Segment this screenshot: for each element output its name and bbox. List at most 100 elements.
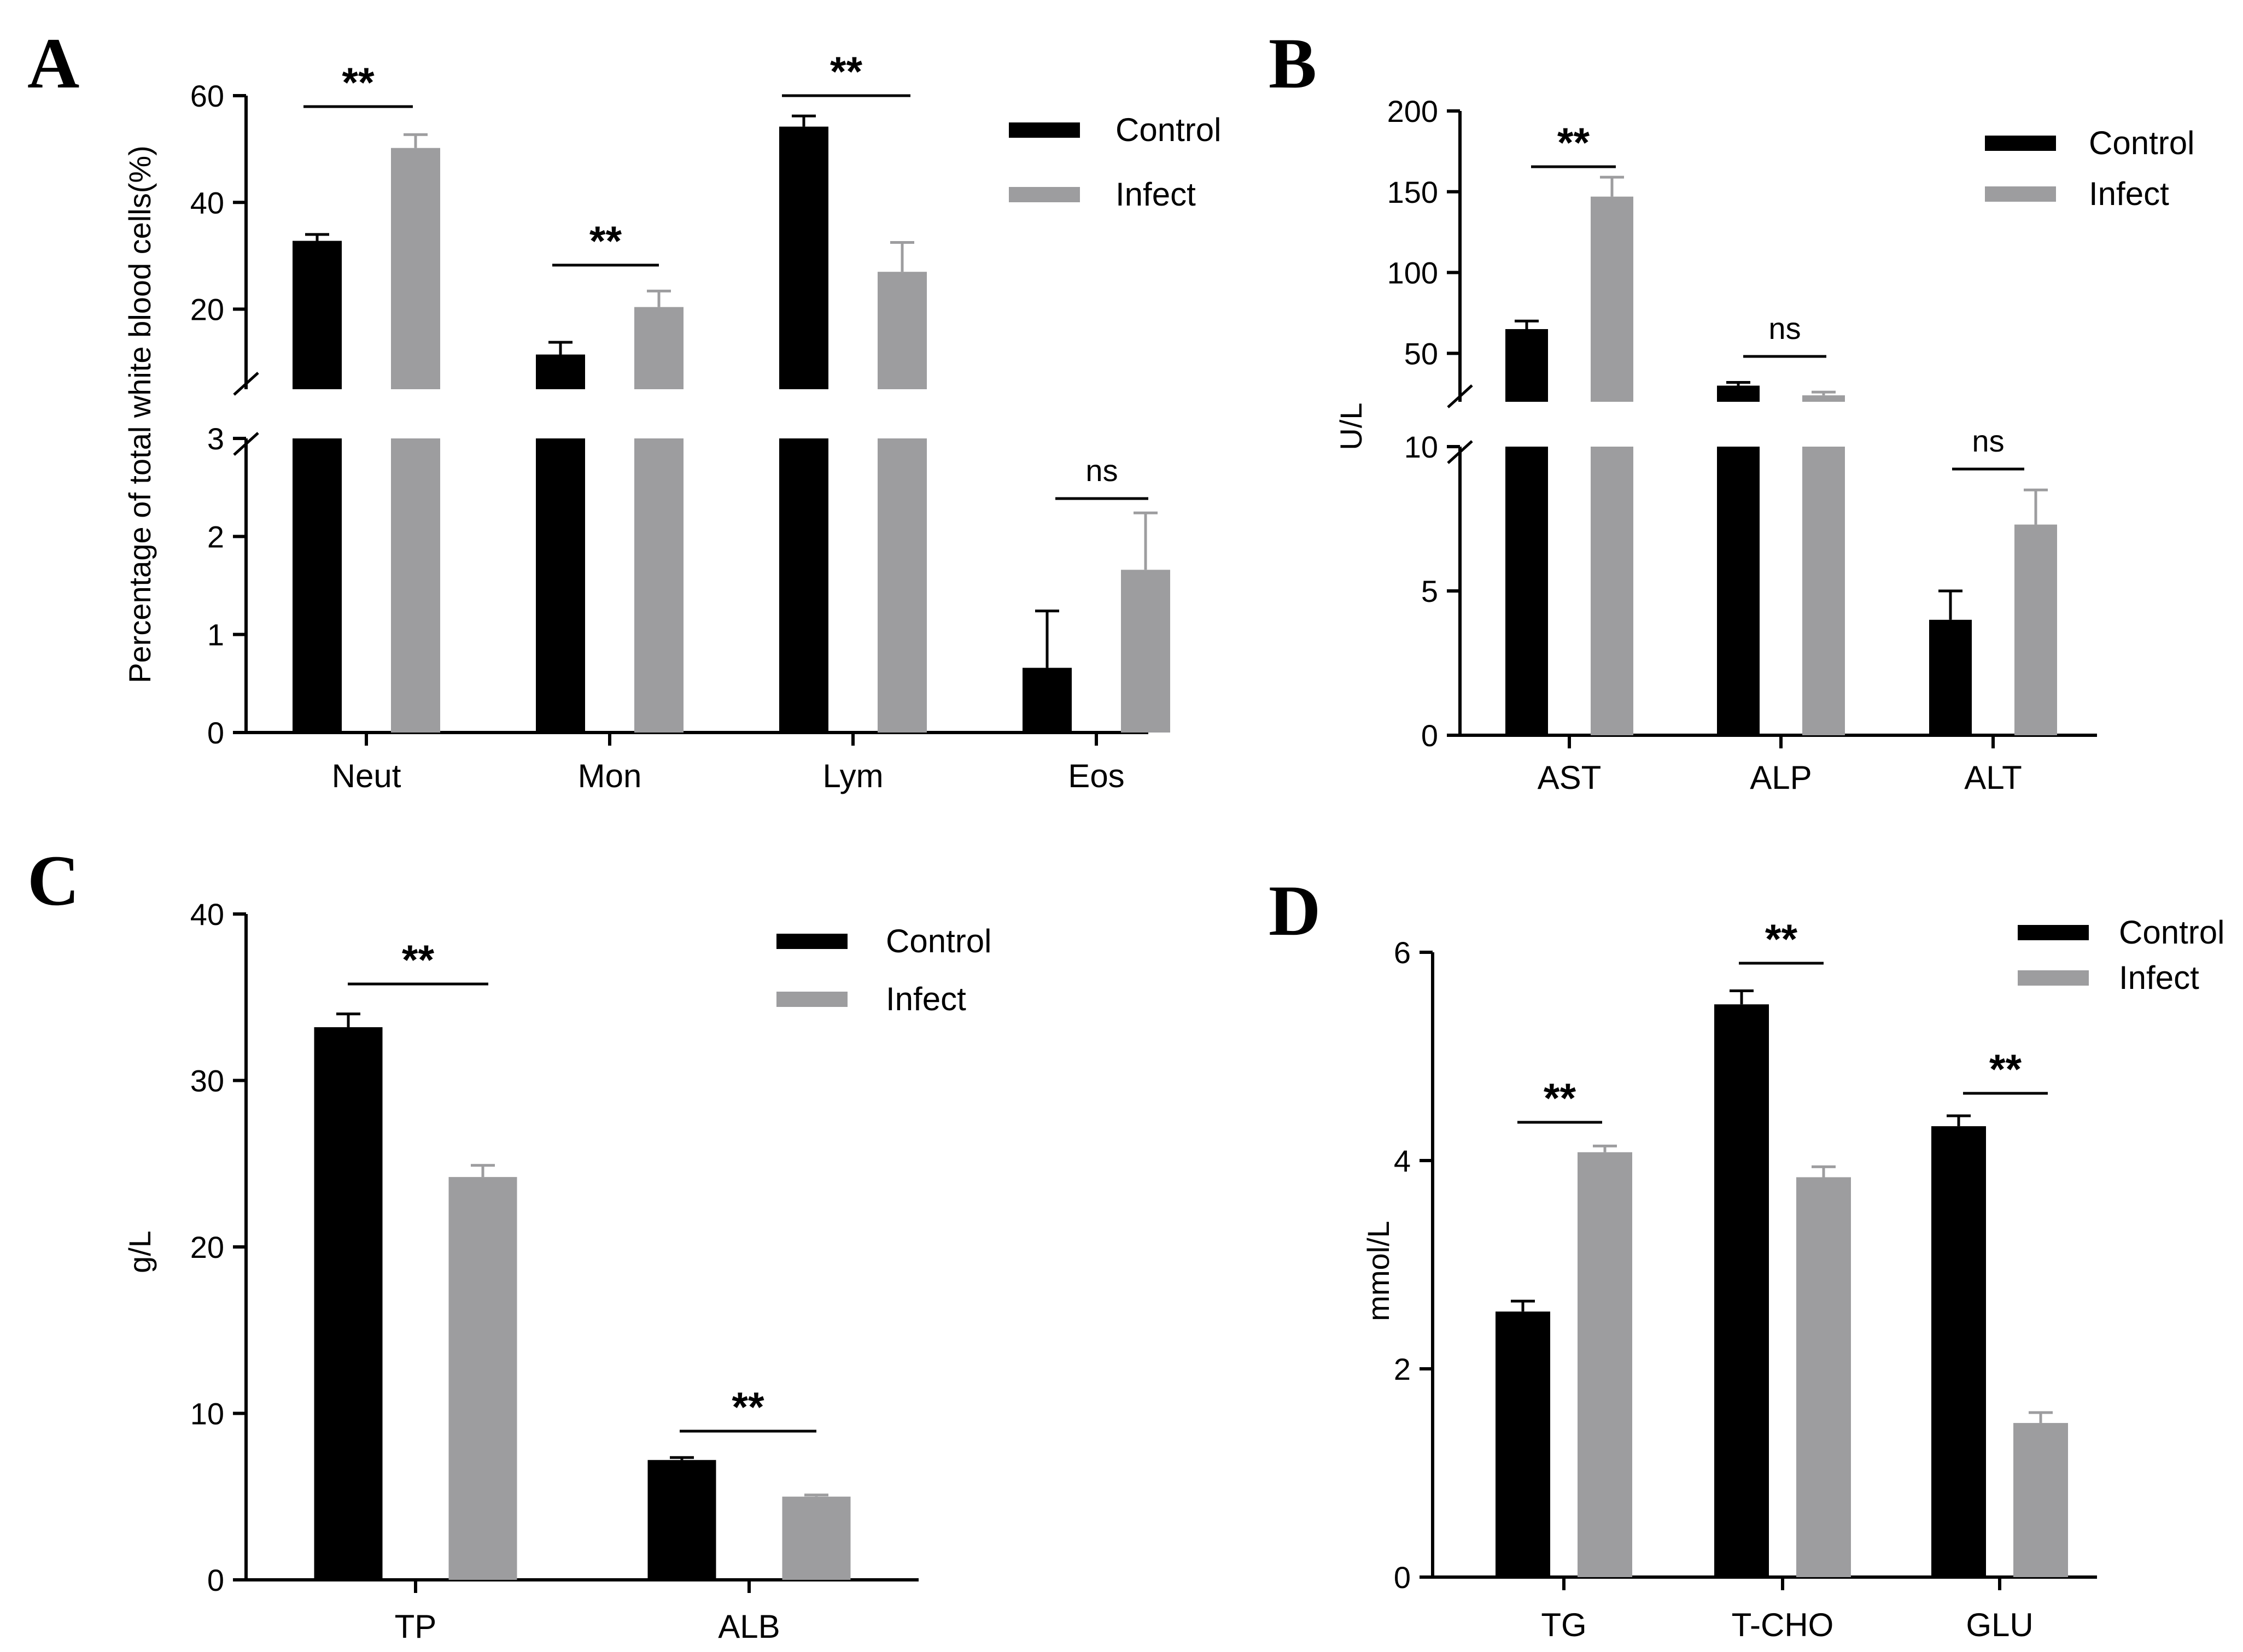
legend-label-control: Control [2119,914,2224,951]
bar-control-alp [1717,447,1760,735]
y-tick-label: 20 [190,292,224,327]
category-label-ast: AST [1538,759,1602,796]
category-label-glu: GLU [1966,1607,2033,1643]
panel-letter-b: B [1269,23,1317,103]
legend-label-infect: Infect [886,981,966,1017]
y-tick-label: 3 [207,421,224,456]
bar-control-lym [779,438,828,733]
y-tick-label: 10 [190,1397,224,1431]
legend-label-control: Control [2089,125,2194,161]
y-axis-label: U/L [1334,402,1368,450]
y-axis-label: Percentage of total white blood cells(%) [122,145,157,683]
bar-control-tg [1496,1311,1550,1577]
bar-control-alp [1717,385,1760,402]
significance-label: ns [1972,424,2004,458]
bar-infect-alt [2014,524,2057,735]
bar-control-ast [1505,329,1548,402]
y-tick-label: 50 [1404,336,1438,371]
category-label-eos: Eos [1068,758,1124,794]
bar-infect-neut [391,148,440,389]
y-tick-label: 30 [190,1064,224,1098]
bar-control-tp [314,1027,383,1580]
category-label-lym: Lym [822,758,883,794]
significance-label: ns [1085,453,1118,488]
panel-letter-c: C [27,840,79,921]
bar-control-mon [536,438,585,733]
axis-break-mark [233,432,259,456]
panel-a: 0 1 2 3 20 40 60 Percentage of total white bloo… [122,49,1221,794]
legend-label-infect: Infect [2089,175,2169,212]
y-axis-label: mmol/L [1361,1221,1395,1321]
significance-label: ** [1765,916,1798,963]
significance-label: ** [1989,1046,2022,1093]
legend-swatch-infect [776,992,848,1007]
significance-label: ns [1768,311,1801,345]
y-tick-label: 150 [1387,175,1438,209]
bar-infect-tg [1578,1152,1632,1577]
bar-infect-alp [1802,447,1845,735]
bar-infect-lym [878,272,927,389]
panel-c: 0 10 20 30 40 g/L TP ** ALB ** Control Infect [122,897,991,1645]
bar-control-neut [293,241,342,389]
y-tick-label: 0 [207,1563,224,1597]
y-tick-label: 200 [1387,94,1438,128]
bar-infect-mon [634,307,684,389]
axis-break-mark [1447,384,1473,408]
bar-infect-alp [1802,395,1845,402]
significance-label: ** [402,937,435,983]
category-label-tg: TG [1541,1607,1586,1643]
category-label-mon: Mon [578,758,642,794]
legend-label-control: Control [1115,112,1221,148]
y-tick-label: 60 [190,79,224,113]
y-tick-label: 100 [1387,256,1438,290]
bar-infect-alb [782,1496,851,1580]
category-label-tp: TP [395,1608,437,1645]
bar-infect-tp [448,1177,517,1580]
bar-control-t-cho [1714,1004,1769,1577]
significance-label: ** [732,1384,764,1431]
significance-label: ** [830,49,863,95]
y-tick-label: 0 [1421,718,1438,753]
bar-control-eos [1023,667,1072,733]
bar-infect-lym [878,438,927,733]
legend-swatch-infect [1985,186,2056,202]
category-label-alb: ALB [718,1608,780,1645]
legend-swatch-control [2018,925,2089,940]
y-tick-label: 40 [190,185,224,220]
bar-control-glu [1931,1126,1986,1577]
y-tick-label: 4 [1394,1144,1411,1178]
significance-label: ** [342,60,375,106]
panel-b: 0 5 10 50 100 150 200 U/L AST ** ALP ns ALT ns Control… [1334,94,2194,796]
bar-infect-ast [1591,447,1633,735]
y-tick-label: 0 [207,716,224,750]
panel-d: 0 2 4 6 mmol/L TG ** T-CHO ** GLU ** Control Infect [1361,914,2224,1643]
y-tick-label: 6 [1394,935,1411,970]
legend-label-infect: Infect [1115,176,1196,213]
y-tick-label: 5 [1421,574,1438,608]
y-tick-label: 1 [207,618,224,652]
legend-swatch-control [1009,122,1080,138]
bar-infect-neut [391,438,440,733]
bar-control-ast [1505,447,1548,735]
bar-control-alt [1929,619,1972,735]
y-tick-label: 2 [1394,1352,1411,1386]
bar-control-neut [293,438,342,733]
legend-swatch-infect [1009,187,1080,202]
category-label-t-cho: T-CHO [1732,1607,1834,1643]
panel-letter-d: D [1269,870,1321,951]
axis-break-mark [1447,440,1473,464]
bar-control-lym [779,126,828,389]
significance-label: ** [1557,120,1590,166]
category-label-neut: Neut [332,758,401,794]
y-tick-label: 20 [190,1230,224,1264]
y-tick-label: 2 [207,519,224,554]
axis-break-mark [233,372,259,396]
bar-control-mon [536,354,585,389]
legend-swatch-control [776,934,848,949]
bar-infect-mon [634,438,684,733]
significance-label: ** [1544,1075,1576,1122]
bar-infect-t-cho [1796,1177,1851,1577]
category-label-alp: ALP [1750,759,1812,796]
y-axis-label: g/L [122,1231,157,1273]
